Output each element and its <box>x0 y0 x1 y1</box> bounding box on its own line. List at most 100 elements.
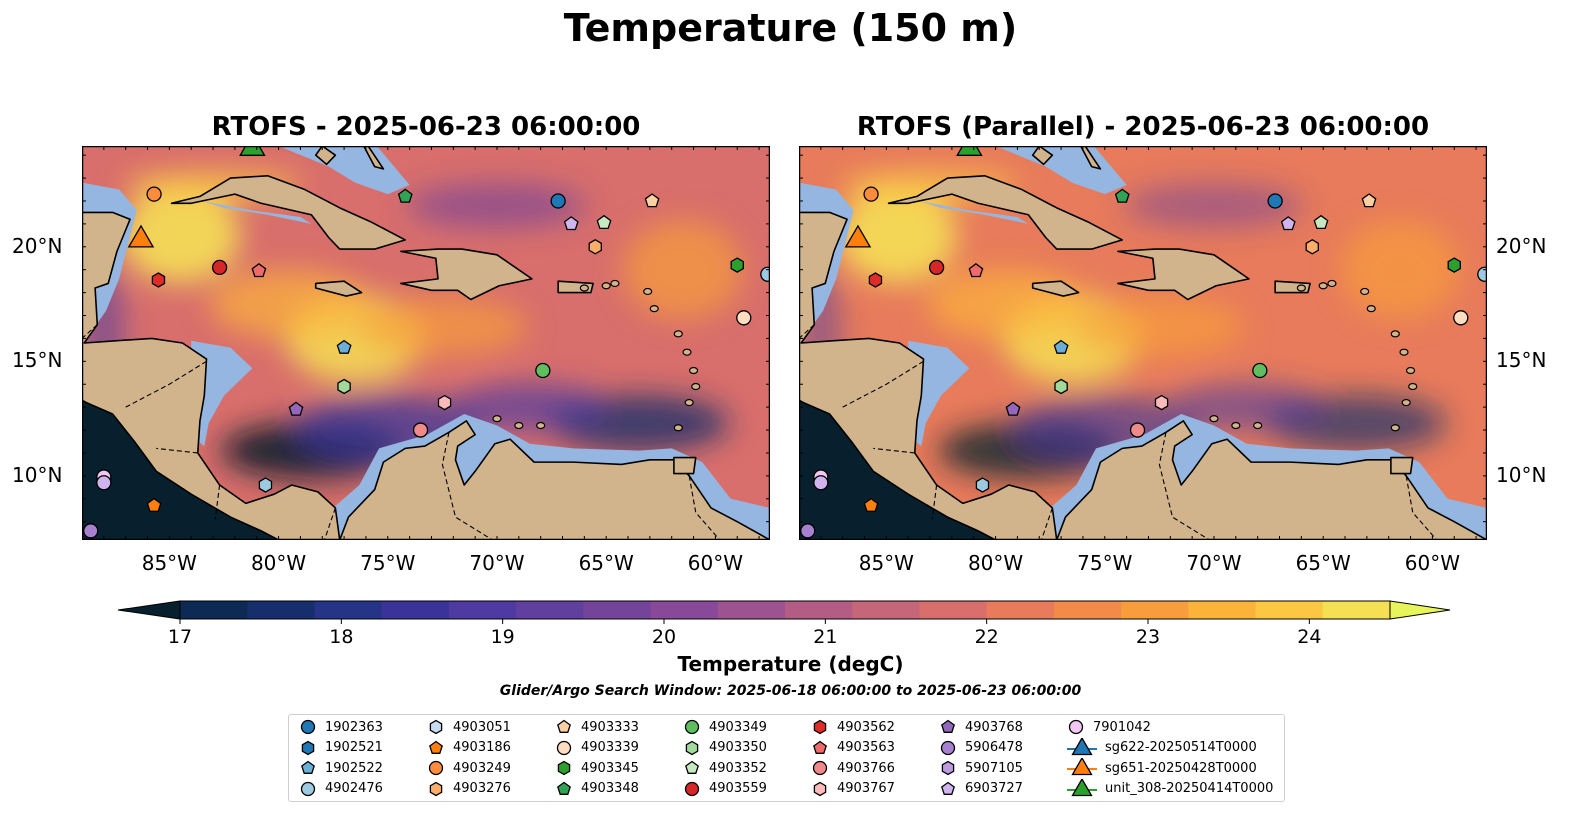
island <box>691 382 701 391</box>
country-border <box>214 484 221 520</box>
right-map-panel <box>799 146 1487 540</box>
island <box>649 305 659 313</box>
legend-marker-icon <box>684 719 700 735</box>
legend-entry: 4902476 <box>299 779 383 799</box>
island <box>1405 366 1416 375</box>
legend-label: 1902521 <box>325 740 383 755</box>
figure-title: Temperature (150 m) <box>563 6 1018 50</box>
float-marker <box>127 224 155 248</box>
legend-marker-icon <box>300 781 316 796</box>
land-mass <box>400 248 533 301</box>
colorbar-frame <box>179 600 1391 620</box>
legend-entry: 1902522 <box>299 758 383 778</box>
legend-symbol-marker <box>429 740 443 754</box>
float-marker <box>1267 193 1283 209</box>
legend-entry: 4903339 <box>555 738 639 758</box>
legend-entry: 7901042 <box>1067 717 1151 737</box>
lon-tick-label: 85°W <box>141 551 197 575</box>
legend-symbol-marker <box>940 740 956 755</box>
lon-tick-label: 80°W <box>250 551 307 575</box>
island <box>643 287 653 296</box>
legend-triangle-marker <box>1071 758 1093 776</box>
legend-marker-icon <box>557 719 571 733</box>
colorbar-tick-label: 23 <box>1135 626 1161 648</box>
legend-symbol-marker <box>684 781 700 796</box>
legend-symbol-marker <box>428 760 444 776</box>
search-window-text: Glider/Argo Search Window: 2025-06-18 06… <box>499 683 1082 699</box>
float-marker <box>1447 257 1461 273</box>
float-marker <box>975 477 990 493</box>
float-marker <box>760 266 770 282</box>
legend-entry: 4903766 <box>811 758 895 778</box>
land-mass <box>673 456 697 475</box>
float-marker <box>211 259 228 276</box>
temperature-field <box>82 146 770 540</box>
legend-marker-icon <box>429 740 443 754</box>
float-marker <box>644 193 660 208</box>
legend: 1902363 1902521 1902522 4902476 4903051 49031… <box>288 714 1285 802</box>
island <box>1296 284 1306 292</box>
legend-entry: 4903249 <box>427 758 511 778</box>
lon-tick-label: 60°W <box>687 551 743 575</box>
legend-marker-icon <box>556 740 572 755</box>
float-marker <box>288 401 304 416</box>
country-border <box>873 447 915 454</box>
float-marker <box>736 310 752 326</box>
float-marker <box>1453 310 1469 326</box>
left-panel-title: RTOFS - 2025-06-23 06:00:00 <box>211 112 641 142</box>
float-marker <box>258 477 273 493</box>
legend-symbol-marker <box>684 719 700 735</box>
colorbar-segment <box>650 601 719 619</box>
legend-entry: sg622-20250514T0000 <box>1067 737 1257 758</box>
colorbar-segment <box>314 601 383 619</box>
country-border <box>1405 475 1438 540</box>
legend-label: 4903768 <box>965 719 1023 735</box>
island <box>1327 279 1337 288</box>
island <box>673 424 683 432</box>
legend-marker-icon <box>1067 737 1097 755</box>
lon-tick-label: 70°W <box>1186 551 1242 575</box>
colorbar-tick-label: 21 <box>813 626 838 648</box>
legend-entry: 4903350 <box>683 738 767 758</box>
legend-symbol-marker <box>941 719 955 733</box>
island <box>1366 305 1376 313</box>
colorbar-segment <box>448 601 517 619</box>
land-mass <box>799 211 1058 540</box>
colorbar-segment <box>583 601 652 619</box>
lon-tick-label: 65°W <box>578 551 634 575</box>
colorbar-segment <box>919 601 988 619</box>
legend-symbol-marker <box>300 719 316 735</box>
float-marker <box>146 497 162 512</box>
float-marker <box>96 475 112 491</box>
legend-entry: 4903051 <box>427 717 511 737</box>
country-border <box>125 360 207 408</box>
legend-symbol-marker <box>557 760 571 776</box>
legend-label: 4903186 <box>453 740 511 755</box>
land-mass <box>1117 248 1250 301</box>
country-border <box>323 507 336 540</box>
country-border <box>688 475 721 540</box>
float-marker <box>956 146 983 156</box>
lon-tick-label: 85°W <box>858 551 914 575</box>
legend-marker-icon <box>685 740 699 755</box>
legend-entry: 4903562 <box>811 717 895 737</box>
float-marker <box>813 475 829 491</box>
float-marker <box>730 257 744 273</box>
legend-marker-icon <box>1067 778 1097 796</box>
legend-marker-icon <box>940 740 956 755</box>
float-marker <box>337 378 351 395</box>
legend-symbol-marker <box>813 719 827 735</box>
colorbar-segment <box>516 601 584 619</box>
legend-label: 4903352 <box>709 760 767 776</box>
float-marker <box>1053 339 1069 354</box>
float-marker <box>863 186 879 202</box>
temperature-field <box>799 146 1487 540</box>
colorbar-segment <box>852 601 920 619</box>
island <box>610 279 620 288</box>
lon-tick-label: 65°W <box>1295 551 1351 575</box>
float-marker <box>1129 422 1146 438</box>
pacific-ocean-mask <box>82 397 279 540</box>
legend-label: 4903333 <box>581 719 639 735</box>
legend-entry: 4903186 <box>427 738 511 758</box>
legend-entry: 4903559 <box>683 779 767 799</box>
